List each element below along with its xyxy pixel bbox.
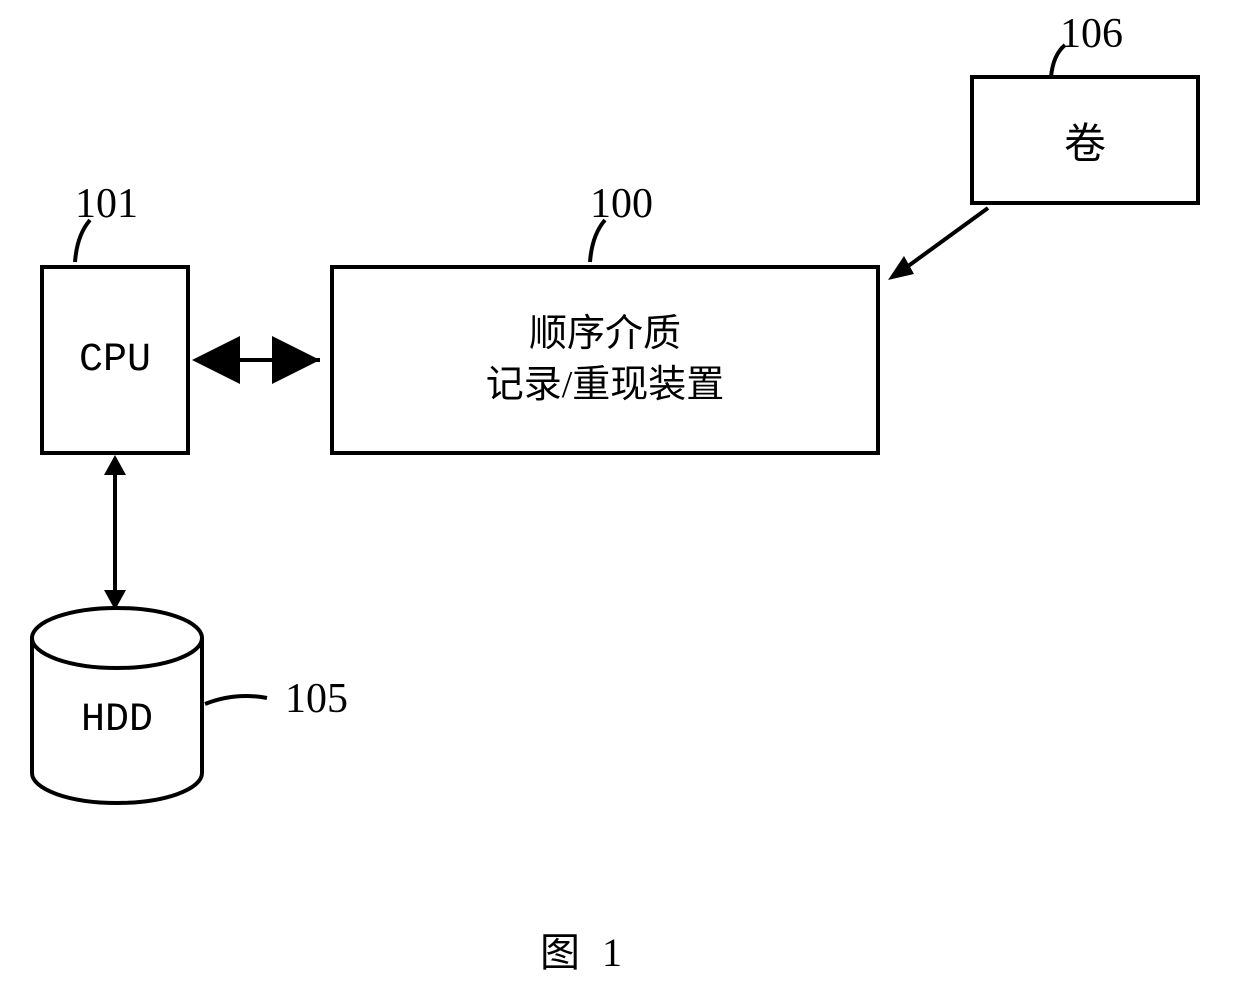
arrow-cpu-device bbox=[190, 335, 330, 385]
figure-caption: 图 1 bbox=[540, 920, 628, 978]
volume-label: 卷 bbox=[1064, 110, 1106, 171]
device-label-line1: 顺序介质 bbox=[529, 309, 681, 360]
arrow-cpu-hdd bbox=[90, 455, 140, 610]
device-box: 顺序介质 记录/重现装置 bbox=[330, 265, 880, 455]
cpu-label: CPU bbox=[79, 338, 151, 383]
arrow-volume-device bbox=[880, 200, 1000, 290]
volume-box: 卷 bbox=[970, 75, 1200, 205]
hdd-ref: 105 bbox=[285, 675, 348, 723]
hdd-cylinder: HDD bbox=[25, 600, 215, 810]
device-label-line2: 记录/重现装置 bbox=[486, 360, 725, 411]
diagram-canvas: 卷 106 CPU 101 顺序介质 记录/重现装置 100 HDD HDD 1… bbox=[0, 0, 1239, 998]
device-ref-tick bbox=[580, 220, 620, 265]
cpu-ref-tick bbox=[65, 220, 105, 265]
cpu-box: CPU bbox=[40, 265, 190, 455]
hdd-ref-leader bbox=[205, 690, 285, 720]
svg-text:HDD: HDD bbox=[81, 698, 153, 743]
volume-ref-tick bbox=[1045, 45, 1085, 80]
